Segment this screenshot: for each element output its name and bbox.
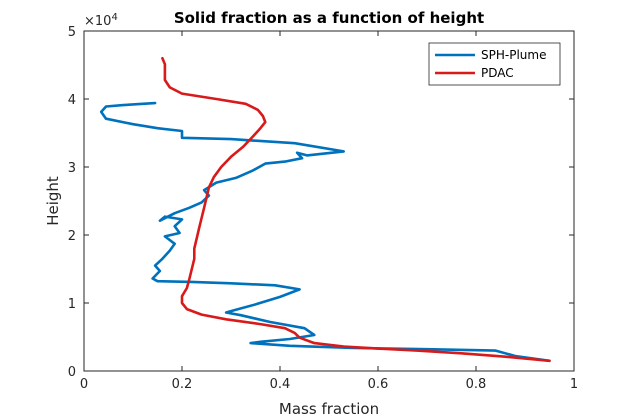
y-exponent-label: ×104 [84, 12, 118, 30]
y-tick-label: 1 [68, 297, 76, 312]
x-tick-label: 0.6 [368, 377, 389, 392]
legend-box [428, 42, 561, 86]
ticks-layer: 0 0.2 0.4 0.6 0.8 1 0 1 2 3 4 5 [68, 25, 578, 392]
legend-label: SPH-Plume [481, 48, 546, 62]
x-tick-label: 0.8 [466, 377, 487, 392]
chart-title: Solid fraction as a function of height [174, 9, 484, 27]
legend: SPH-Plume PDAC [428, 42, 561, 86]
x-axis-label: Mass fraction [279, 400, 379, 418]
y-tick-label: 4 [68, 93, 76, 108]
y-tick-label: 5 [68, 25, 76, 40]
series-line-2 [161, 56, 551, 363]
x-tick-label: 1 [570, 377, 578, 392]
y-tick-label: 3 [68, 161, 76, 176]
axes-box [83, 30, 575, 372]
series-layer [99, 56, 551, 363]
plot-area [84, 31, 574, 371]
plot-background [84, 31, 574, 371]
x-tick-label: 0.2 [172, 377, 193, 392]
legend-label: PDAC [481, 66, 514, 80]
x-tick-label: 0.4 [270, 377, 291, 392]
y-tick-label: 0 [68, 365, 76, 380]
y-tick-label: 2 [68, 229, 76, 244]
series-line-1 [99, 101, 551, 363]
x-tick-label: 0 [80, 377, 88, 392]
y-axis-label: Height [44, 176, 62, 226]
